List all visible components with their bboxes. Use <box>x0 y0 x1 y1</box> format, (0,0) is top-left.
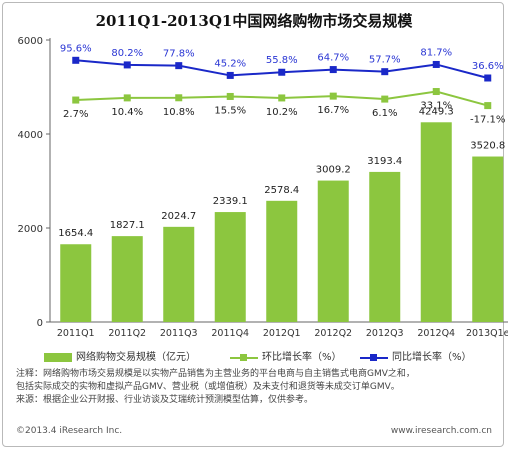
bar <box>369 171 401 322</box>
qoq-point <box>72 96 80 104</box>
bar-value-label: 2024.7 <box>161 211 196 222</box>
bar <box>214 212 246 322</box>
chart-frame <box>2 2 504 447</box>
bar-value-label: 1827.1 <box>110 220 145 231</box>
qoq-value-label: 10.4% <box>111 107 143 118</box>
qoq-point <box>226 92 234 100</box>
x-tick-label: 2013Q1e <box>466 328 508 339</box>
yoy-value-label: 95.6% <box>60 43 92 54</box>
yoy-value-label: 64.7% <box>317 53 349 64</box>
legend-label-volume: 网络购物交易规模（亿元） <box>76 352 196 363</box>
qoq-value-label: 16.7% <box>317 105 349 116</box>
yoy-value-label: 36.6% <box>472 61 504 72</box>
bar-value-label: 2339.1 <box>213 196 248 207</box>
bar-value-label: 3009.2 <box>316 165 351 176</box>
qoq-value-label: 10.8% <box>163 107 195 118</box>
bar-value-label: 1654.4 <box>58 228 93 239</box>
x-tick-label: 2011Q4 <box>211 328 249 339</box>
qoq-point <box>432 88 440 96</box>
x-tick-label: 2011Q2 <box>108 328 146 339</box>
x-tick-label: 2012Q1 <box>263 328 301 339</box>
note-line-3: 来源：根据企业公开财报、行业访谈及艾瑞统计预测模型估算，仅供参考。 <box>16 395 314 405</box>
x-tick-label: 2011Q3 <box>160 328 198 339</box>
yoy-point <box>278 68 286 76</box>
qoq-value-label: 15.5% <box>214 105 246 116</box>
x-tick-label: 2012Q4 <box>417 328 455 339</box>
note-line-2: 包括实际成交的实物和虚拟产品GMV、营业税（或增值税）及未支付和退货等未成交订单… <box>16 382 400 392</box>
qoq-point <box>484 102 492 110</box>
bar-value-label: 4249.3 <box>419 106 454 117</box>
yoy-point <box>72 56 80 64</box>
qoq-value-label: 10.2% <box>266 107 298 118</box>
bar-value-label: 3193.4 <box>367 156 402 167</box>
qoq-value-label: 6.1% <box>372 108 397 119</box>
legend-label-qoq: 环比增长率（%） <box>262 352 342 363</box>
chart-legend: 网络购物交易规模（亿元） 环比增长率（%） 同比增长率（%） <box>40 348 500 364</box>
footer-copyright: ©2013.4 iResearch Inc. <box>16 426 123 436</box>
chart-title: 2011Q1-2013Q1中国网络购物市场交易规模 <box>95 12 413 30</box>
yoy-point <box>381 68 389 76</box>
yoy-point <box>432 60 440 68</box>
yoy-value-label: 77.8% <box>163 49 195 60</box>
legend-swatch-qoq <box>230 353 258 362</box>
yoy-point <box>175 62 183 70</box>
y-tick-label: 6000 <box>18 36 43 47</box>
legend-label-yoy: 同比增长率（%） <box>392 352 472 363</box>
yoy-value-label: 55.8% <box>266 55 298 66</box>
yoy-point <box>329 66 337 74</box>
yoy-value-label: 57.7% <box>369 55 401 66</box>
legend-swatch-yoy <box>360 353 388 362</box>
bar <box>163 226 195 322</box>
yoy-value-label: 80.2% <box>111 48 143 59</box>
y-tick-label: 4000 <box>18 130 43 141</box>
yoy-point <box>226 71 234 79</box>
legend-swatch-volume <box>44 352 72 362</box>
qoq-value-label: 33.1% <box>420 101 452 112</box>
qoq-point <box>123 94 131 102</box>
bar <box>266 200 298 322</box>
qoq-value-label: 2.7% <box>63 109 88 120</box>
bar <box>317 180 349 322</box>
x-tick-label: 2012Q2 <box>314 328 352 339</box>
bar <box>60 244 92 322</box>
legend-item-yoy: 同比增长率（%） <box>360 348 472 363</box>
bar <box>420 122 452 322</box>
legend-item-qoq: 环比增长率（%） <box>230 348 342 363</box>
qoq-point <box>329 92 337 100</box>
qoq-value-label: -17.1% <box>470 115 505 126</box>
yoy-value-label: 45.2% <box>214 58 246 69</box>
yoy-value-label: 81.7% <box>420 47 452 58</box>
qoq-point <box>175 94 183 102</box>
bar <box>111 236 143 322</box>
bar <box>472 156 504 322</box>
bar-value-label: 2578.4 <box>264 185 299 196</box>
yoy-point <box>484 74 492 82</box>
y-tick-label: 2000 <box>18 224 43 235</box>
qoq-point <box>278 94 286 102</box>
chart-plot-area: 0 2000 4000 6000 1654.4 1827.1 2024.7 2339.1 257… <box>18 36 508 339</box>
qoq-point <box>381 95 389 103</box>
yoy-point <box>123 61 131 69</box>
chart-footer: ©2013.4 iResearch Inc. www.iresearch.com… <box>16 426 492 440</box>
bar-value-label: 3520.8 <box>470 141 505 152</box>
note-line-1: 注释：网络购物市场交易规模是以实物产品销售为主营业务的平台电商与自主销售式电商G… <box>16 369 415 379</box>
y-tick-label: 0 <box>37 318 43 329</box>
footer-website: www.iresearch.com.cn <box>390 426 492 436</box>
legend-item-volume: 网络购物交易规模（亿元） <box>44 348 196 363</box>
x-tick-label: 2012Q3 <box>366 328 404 339</box>
x-tick-label: 2011Q1 <box>57 328 95 339</box>
chart-notes: 注释：网络购物市场交易规模是以实物产品销售为主营业务的平台电商与自主销售式电商G… <box>16 368 496 407</box>
